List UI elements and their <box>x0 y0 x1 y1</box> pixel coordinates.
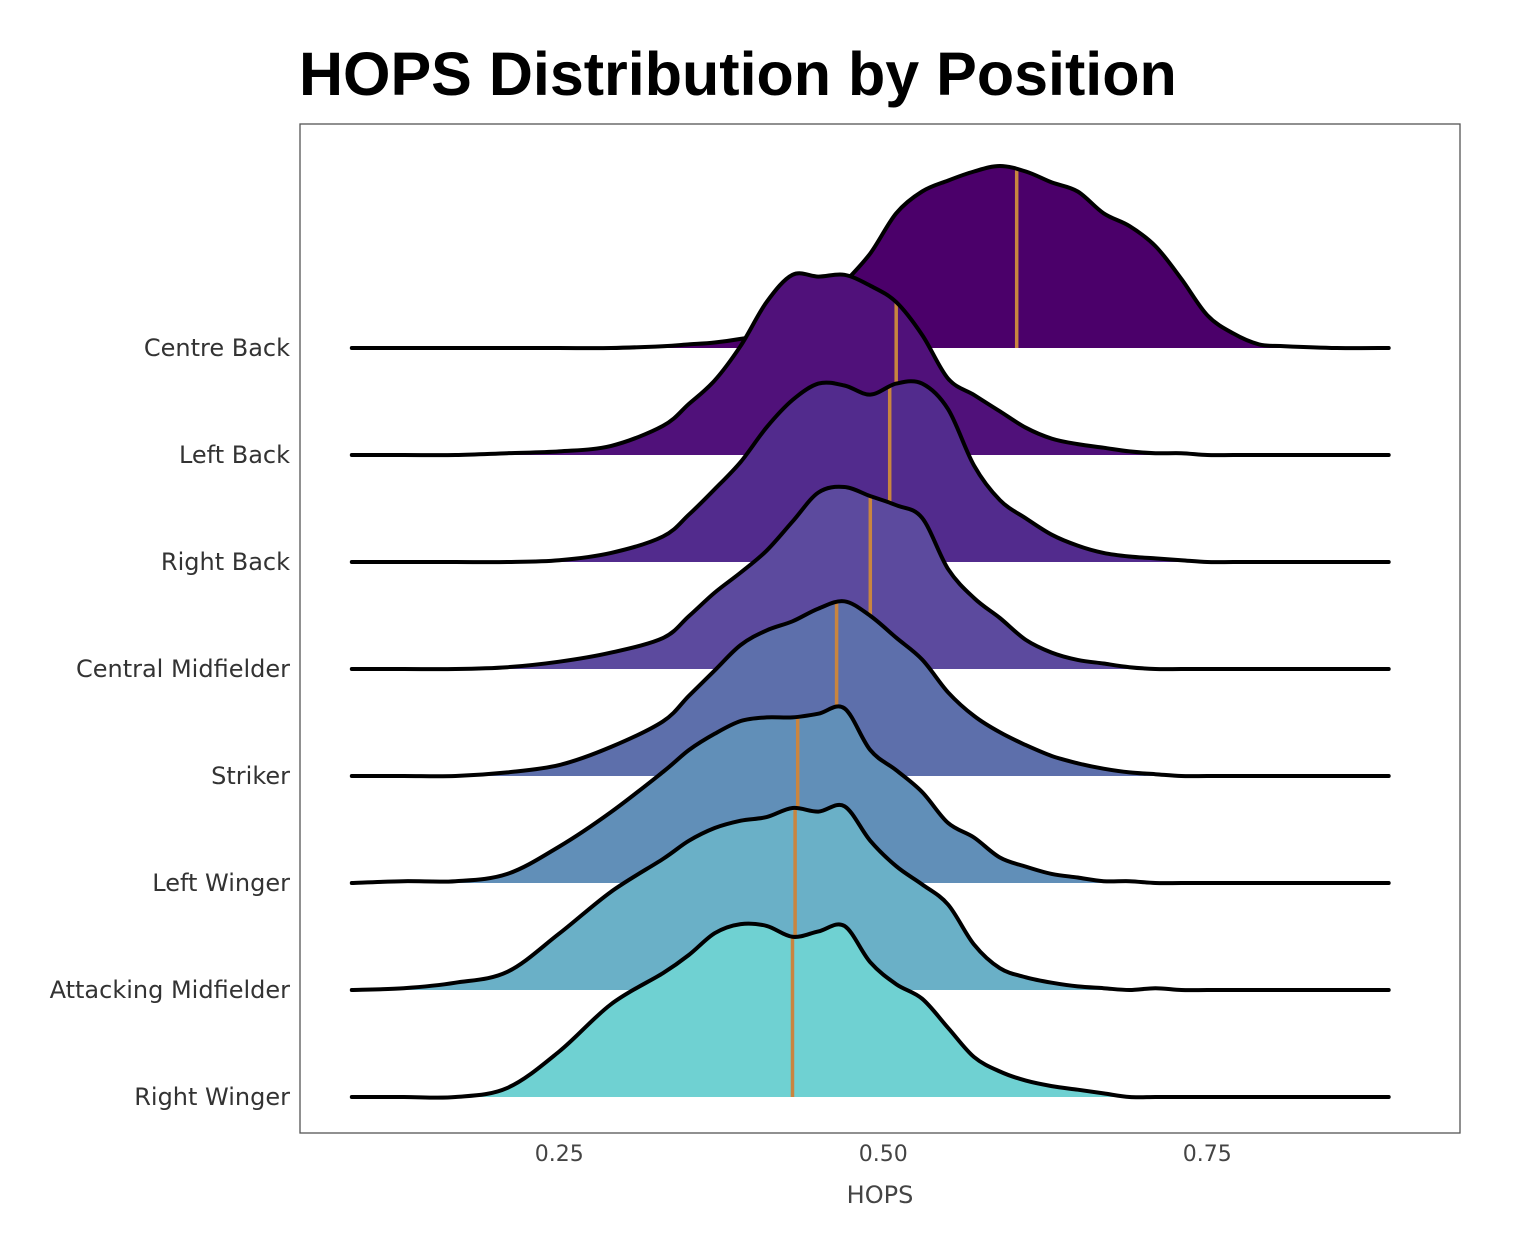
density-area-centre-back <box>351 166 1389 349</box>
ridges-layer <box>349 164 1391 1100</box>
density-outline-left-back <box>349 271 1391 458</box>
chart-title: HOPS Distribution by Position <box>299 40 1177 108</box>
density-outline-left-winger <box>349 704 1391 886</box>
x-tick-label: 0.75 <box>1183 1142 1232 1167</box>
density-area-left-winger <box>351 706 1389 884</box>
y-label-striker: Striker <box>211 762 290 790</box>
x-axis-title: HOPS <box>847 1181 914 1209</box>
density-area-right-back <box>351 381 1389 563</box>
y-label-right-winger: Right Winger <box>134 1083 290 1111</box>
density-outline-right-winger <box>349 921 1391 1100</box>
density-area-attacking-midfielder <box>351 804 1389 991</box>
y-label-attacking-midfielder: Attacking Midfielder <box>50 976 291 1004</box>
density-outline-centre-back <box>349 164 1391 351</box>
x-tick-label: 0.50 <box>859 1142 908 1167</box>
y-axis-labels: Centre Back Left Back Right Back Central Mi… <box>50 334 291 1111</box>
density-outline-right-back <box>349 379 1391 565</box>
density-outline-striker <box>349 599 1391 779</box>
ridge-centre-back <box>349 164 1391 351</box>
x-axis-ticks: 0.25 0.50 0.75 <box>535 1142 1232 1167</box>
x-tick-label: 0.25 <box>535 1142 584 1167</box>
density-outline-central-midfielder <box>349 484 1391 672</box>
density-area-striker <box>351 601 1389 777</box>
density-area-right-winger <box>351 923 1389 1098</box>
density-area-left-back <box>351 273 1389 456</box>
density-outline-attacking-midfielder <box>349 802 1391 993</box>
y-label-central-midfielder: Central Midfielder <box>76 655 290 683</box>
y-label-left-back: Left Back <box>179 441 290 469</box>
y-label-centre-back: Centre Back <box>144 334 290 362</box>
plot-panel-border <box>299 123 1461 1134</box>
y-label-left-winger: Left Winger <box>152 869 290 897</box>
y-label-right-back: Right Back <box>161 548 290 576</box>
ridge-right-winger <box>349 921 1391 1100</box>
